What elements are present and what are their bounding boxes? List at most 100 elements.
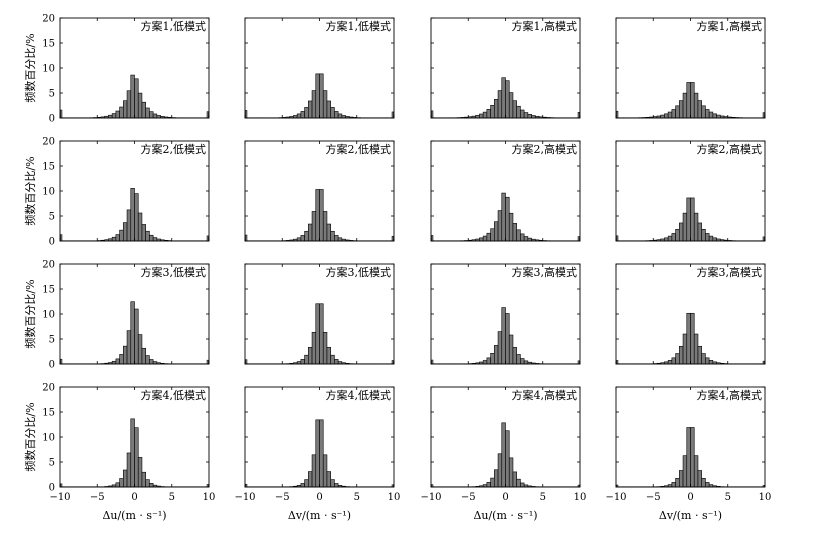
histogram-bar bbox=[337, 237, 343, 242]
x-tick-label: −5 bbox=[90, 492, 105, 503]
histogram-bar bbox=[682, 455, 688, 488]
histogram-bar bbox=[701, 105, 706, 119]
histogram-bar bbox=[315, 189, 320, 242]
histogram-bar bbox=[145, 479, 150, 488]
histogram-bar bbox=[675, 105, 680, 119]
histogram-bar bbox=[486, 109, 491, 119]
panel-label: 方案3,低模式 bbox=[141, 265, 207, 279]
histogram-bar bbox=[149, 234, 154, 242]
x-tick-label: 5 bbox=[540, 492, 546, 503]
y-tick-label: 10 bbox=[42, 187, 55, 198]
panel-label: 方案1,低模式 bbox=[141, 19, 207, 33]
histogram-bar bbox=[322, 211, 328, 242]
histogram-bar bbox=[523, 236, 529, 242]
histogram-bar bbox=[315, 73, 320, 119]
histogram-bar bbox=[708, 235, 714, 242]
histogram-bar bbox=[126, 90, 132, 119]
histogram-bar bbox=[501, 77, 506, 119]
histogram-bar bbox=[675, 353, 680, 365]
panel-label: 方案2,高模式 bbox=[697, 142, 763, 156]
histogram-bar bbox=[149, 359, 154, 365]
histogram-bar bbox=[300, 111, 305, 119]
y-tick-label: 20 bbox=[42, 383, 55, 394]
histogram-bar bbox=[686, 82, 691, 119]
histogram-bar bbox=[686, 312, 691, 365]
x-tick-label: 10 bbox=[574, 492, 587, 503]
histogram-bar bbox=[311, 211, 317, 242]
histogram-bar bbox=[708, 360, 714, 365]
histogram-bar bbox=[516, 105, 521, 119]
histogram-bar bbox=[667, 111, 673, 119]
histogram-bar bbox=[141, 471, 146, 488]
histogram-bar bbox=[512, 223, 517, 242]
histogram-bar bbox=[693, 92, 699, 119]
histogram-bar bbox=[482, 235, 488, 242]
histogram-bar bbox=[671, 357, 676, 365]
histogram-bar bbox=[111, 236, 117, 242]
panel-label: 方案2,低模式 bbox=[326, 142, 392, 156]
y-tick-label: 5 bbox=[49, 335, 55, 346]
histogram-bar bbox=[115, 234, 120, 242]
histogram-bar bbox=[682, 92, 688, 119]
y-tick-label: 0 bbox=[49, 483, 55, 494]
x-axis-label: Δv/(m · s⁻¹) bbox=[288, 509, 351, 522]
histogram-bar bbox=[319, 303, 324, 365]
histogram-bar bbox=[505, 196, 510, 242]
histogram-bar bbox=[697, 345, 702, 365]
panel-label: 方案2,高模式 bbox=[512, 142, 578, 156]
histogram-bar bbox=[330, 354, 335, 365]
histogram-bar bbox=[123, 469, 128, 488]
y-tick-label: 5 bbox=[49, 89, 55, 100]
histogram-bar bbox=[693, 212, 699, 242]
histogram-bar bbox=[616, 235, 619, 242]
panel-label: 方案4,低模式 bbox=[326, 388, 392, 402]
histogram-bar bbox=[690, 427, 695, 488]
histogram-bar bbox=[664, 113, 669, 119]
histogram-bar bbox=[322, 331, 328, 365]
x-axis-label: Δv/(m · s⁻¹) bbox=[659, 509, 722, 522]
y-tick-label: 15 bbox=[42, 162, 55, 173]
x-tick-label: 0 bbox=[131, 492, 137, 503]
histogram-bar bbox=[708, 111, 714, 119]
x-tick-label: −10 bbox=[234, 492, 255, 503]
histogram-bar bbox=[126, 330, 132, 365]
panel-label: 方案1,高模式 bbox=[512, 19, 578, 33]
histogram-bar bbox=[675, 229, 680, 242]
histogram-bar bbox=[300, 235, 305, 242]
y-tick-label: 20 bbox=[42, 260, 55, 271]
x-tick-label: 0 bbox=[687, 492, 693, 503]
histogram-bar bbox=[330, 479, 335, 488]
histogram-bar bbox=[337, 113, 343, 119]
histogram-bar bbox=[712, 237, 717, 242]
histogram-bar bbox=[616, 360, 619, 365]
histogram-bar bbox=[693, 455, 699, 488]
histogram-bar bbox=[319, 73, 324, 119]
histogram-bar bbox=[512, 347, 517, 365]
histogram-bar bbox=[497, 210, 503, 242]
histogram-bar bbox=[322, 454, 328, 488]
x-tick-label: 5 bbox=[354, 492, 360, 503]
y-axis-label: 频数百分比/% bbox=[23, 156, 37, 225]
histogram-bar bbox=[520, 109, 525, 119]
histogram-bar bbox=[326, 223, 331, 242]
histogram-bar bbox=[134, 308, 139, 365]
histogram-bar bbox=[486, 482, 491, 488]
histogram-bar bbox=[664, 237, 669, 242]
histogram-bar bbox=[311, 90, 317, 119]
histogram-bar bbox=[119, 106, 124, 119]
histogram-bar bbox=[486, 357, 491, 365]
histogram-bar bbox=[145, 355, 150, 365]
x-tick-label: −5 bbox=[461, 492, 476, 503]
histogram-bar bbox=[245, 359, 248, 365]
histogram-bar bbox=[126, 452, 132, 488]
histogram-bar bbox=[667, 360, 673, 365]
histogram-bar bbox=[296, 237, 302, 242]
histogram-bar bbox=[119, 354, 124, 365]
histogram-bar bbox=[479, 237, 484, 242]
histogram-bar bbox=[330, 107, 335, 119]
histogram-bar bbox=[334, 235, 339, 242]
histogram-bar bbox=[60, 109, 63, 119]
histogram-bar bbox=[490, 477, 495, 488]
histogram-bar bbox=[308, 100, 313, 119]
